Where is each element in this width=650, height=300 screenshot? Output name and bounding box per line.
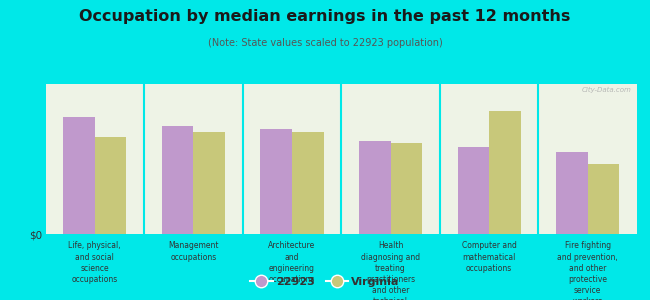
Bar (588, 164, 619, 234)
Text: Health
diagnosing and
treating
practitioners
and other
technical
occupations: Health diagnosing and treating practitio… (361, 242, 420, 300)
Bar (359, 141, 391, 234)
Text: Fire fighting
and prevention,
and other
protective
service
workers
including
sup: Fire fighting and prevention, and other … (557, 242, 618, 300)
Text: Architecture
and
engineering
occupations: Architecture and engineering occupations (268, 242, 316, 284)
Bar (261, 129, 292, 234)
Text: Life, physical,
and social
science
occupations: Life, physical, and social science occup… (68, 242, 121, 284)
Bar (63, 117, 95, 234)
Bar (194, 132, 225, 234)
Bar (556, 152, 588, 234)
Text: Computer and
mathematical
occupations: Computer and mathematical occupations (462, 242, 517, 273)
Bar (162, 126, 194, 234)
Bar (391, 142, 422, 234)
Bar (95, 136, 126, 234)
Bar (292, 132, 324, 234)
Legend: 22923, Virginia: 22923, Virginia (246, 273, 404, 291)
Text: Management
occupations: Management occupations (168, 242, 218, 262)
Bar (489, 111, 521, 234)
Bar (458, 147, 489, 234)
Text: City-Data.com: City-Data.com (581, 87, 631, 93)
Text: Occupation by median earnings in the past 12 months: Occupation by median earnings in the pas… (79, 9, 571, 24)
Text: (Note: State values scaled to 22923 population): (Note: State values scaled to 22923 popu… (207, 38, 443, 47)
